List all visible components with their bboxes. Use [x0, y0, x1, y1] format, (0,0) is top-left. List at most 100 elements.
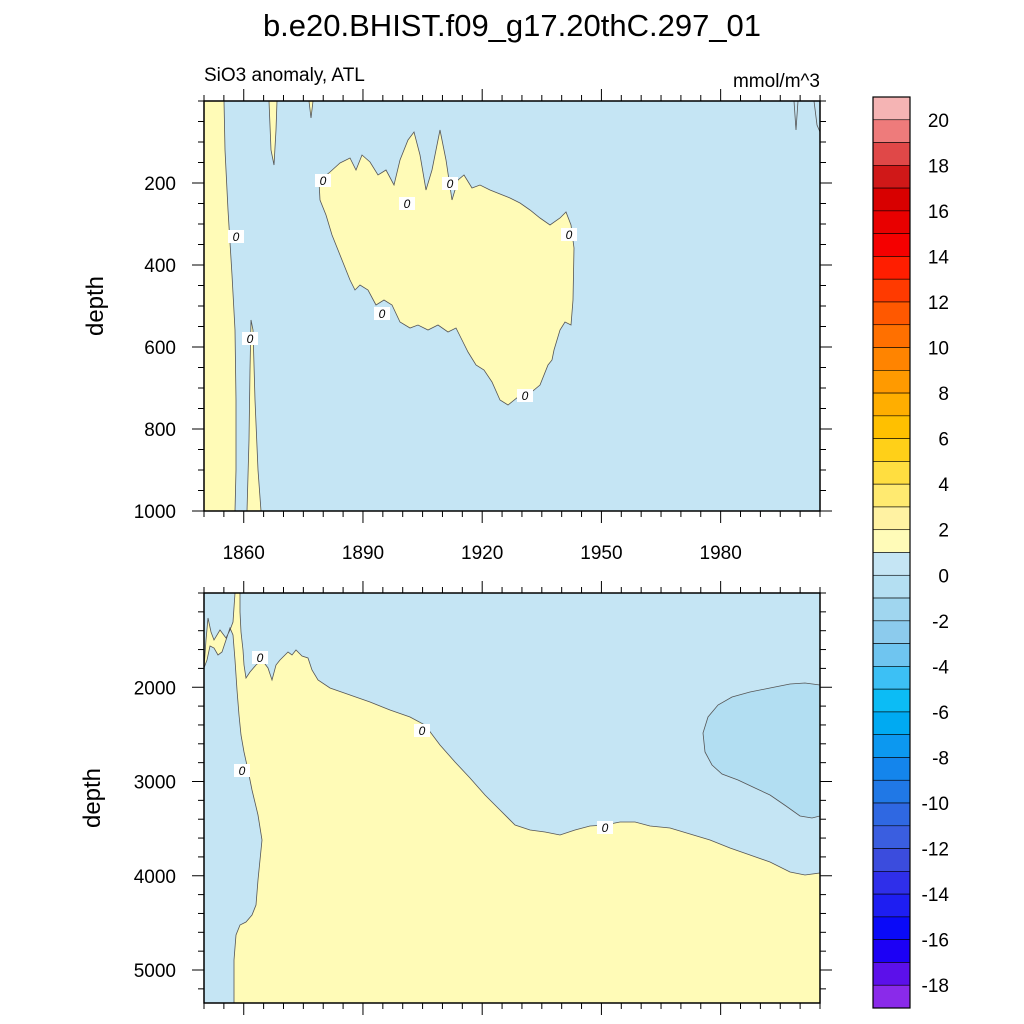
colorbar-swatch — [872, 643, 911, 667]
colorbar-swatch — [872, 256, 911, 280]
colorbar-label: -10 — [922, 794, 949, 815]
colorbar-label: -18 — [922, 976, 949, 997]
upper-warm-lens — [318, 129, 575, 406]
colorbar-swatch — [872, 597, 911, 622]
colorbar-swatch — [872, 984, 911, 1009]
upper-warm-tongue — [246, 319, 262, 512]
upper-panel: 200 400 600 800 1000 depth 0 0 0 0 0 0 0 0 — [82, 89, 832, 523]
contour-label-box — [414, 724, 430, 737]
colorbar-swatch — [872, 871, 911, 895]
x-tick-label: 1890 — [342, 543, 384, 564]
colorbar-label: -4 — [932, 657, 949, 678]
contour-label: 0 — [257, 651, 264, 665]
colorbar-swatch — [872, 620, 911, 644]
colorbar-frame — [872, 96, 911, 1009]
lower-panel: 2000 3000 4000 5000 depth 0 0 0 0 — [79, 581, 832, 1015]
colorbar-label: 10 — [928, 339, 949, 360]
colorbar-swatch — [872, 415, 911, 439]
contour-label: 0 — [602, 821, 609, 835]
colorbar-label: 6 — [938, 430, 949, 451]
colorbar-swatch — [872, 711, 911, 735]
upper-y-axis-label: depth — [82, 276, 109, 336]
contour-label: 0 — [447, 177, 454, 191]
contour-label-box — [374, 307, 390, 320]
x-tick-label: 1860 — [223, 543, 265, 564]
colorbar-label: 2 — [938, 521, 949, 542]
contour-label-box — [517, 389, 533, 402]
colorbar-swatch — [872, 233, 911, 257]
x-tick-labels: 1860 1890 1920 1950 1980 — [223, 543, 742, 564]
chart-subtitle: SiO3 anomaly, ATL — [204, 65, 365, 86]
y-tick-label: 1000 — [134, 502, 176, 523]
colorbar-swatch — [872, 939, 911, 963]
colorbar-swatch — [872, 210, 911, 234]
x-tick-label: 1950 — [580, 543, 622, 564]
chart-title: b.e20.BHIST.f09_g17.20thC.297_01 — [263, 8, 761, 43]
colorbar-swatch — [872, 461, 911, 485]
contour-label-box — [234, 764, 250, 777]
lower-y-axis-label: depth — [79, 768, 106, 828]
colorbar-label: -20 — [922, 1022, 949, 1024]
colorbar-label: 8 — [938, 384, 949, 405]
lower-frame — [203, 592, 821, 1004]
y-tick-label: 200 — [144, 174, 176, 195]
units-label: mmol/m^3 — [733, 71, 820, 92]
contour-label: 0 — [522, 389, 529, 403]
colorbar-label: 12 — [928, 293, 949, 314]
x-tick-label: 1920 — [461, 543, 503, 564]
colorbar-swatch — [872, 301, 911, 326]
contour-label-box — [399, 197, 415, 210]
colorbar-label: -2 — [932, 612, 949, 633]
colorbar-label: -14 — [922, 885, 950, 906]
colorbar-label: -6 — [932, 703, 949, 724]
colorbar-label: 16 — [928, 202, 949, 223]
colorbar-label: 0 — [938, 566, 949, 587]
colorbar-swatch — [872, 278, 911, 303]
colorbar-label: 18 — [928, 156, 949, 177]
colorbar-label: 20 — [928, 111, 949, 132]
colorbar-swatch — [872, 187, 911, 212]
colorbar-swatch — [872, 757, 911, 781]
y-tick-label: 800 — [144, 420, 176, 441]
colorbar-swatch — [872, 734, 911, 758]
colorbar-label: -16 — [922, 931, 949, 952]
lower-warm-region — [203, 592, 821, 1004]
contour-label: 0 — [320, 174, 327, 188]
colorbar — [872, 96, 911, 1009]
colorbar-swatch — [872, 962, 911, 986]
colorbar-swatch — [872, 96, 911, 121]
upper-y-ticks: 200 400 600 800 1000 — [134, 100, 832, 523]
colorbar-swatch — [872, 779, 911, 804]
contour-label: 0 — [239, 764, 246, 778]
x-tick-label: 1980 — [700, 543, 742, 564]
contour-label-box — [228, 230, 244, 243]
contour-label-box — [561, 228, 577, 241]
colorbar-swatch — [872, 529, 911, 553]
colorbar-swatch — [872, 916, 911, 940]
lower-contour-labels: 0 0 0 0 — [234, 651, 613, 835]
y-tick-label: 2000 — [134, 678, 176, 699]
contour-label: 0 — [233, 230, 240, 244]
colorbar-label: -8 — [932, 748, 949, 769]
colorbar-swatch — [872, 142, 911, 166]
colorbar-swatch — [872, 802, 911, 827]
colorbar-label: 14 — [928, 247, 950, 268]
lower-deep-negative-patch — [702, 682, 821, 819]
upper-x-ticks — [203, 89, 821, 523]
contour-label: 0 — [419, 724, 426, 738]
contour-label-box — [597, 821, 613, 834]
colorbar-swatch — [872, 893, 911, 918]
colorbar-swatch — [872, 165, 911, 189]
colorbar-swatch — [872, 666, 911, 690]
upper-contour-labels: 0 0 0 0 0 0 0 0 — [228, 174, 577, 403]
colorbar-swatch — [872, 392, 911, 417]
colorbar-label: -12 — [922, 840, 949, 861]
colorbar-swatch — [872, 369, 911, 394]
colorbar-labels: 20181614121086420-2-4-6-8-10-12-14-16-18… — [922, 111, 950, 1024]
colorbar-swatch — [872, 506, 911, 531]
y-tick-label: 4000 — [134, 867, 176, 888]
contour-label-box — [442, 177, 458, 190]
upper-right-fingers — [793, 100, 821, 133]
lower-x-ticks — [203, 581, 821, 1015]
